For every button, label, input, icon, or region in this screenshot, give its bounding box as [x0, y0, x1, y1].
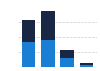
- Bar: [60, 58, 74, 67]
- Bar: [80, 65, 93, 67]
- Bar: [22, 42, 35, 67]
- Bar: [41, 40, 55, 67]
- Bar: [41, 11, 55, 40]
- Bar: [22, 20, 35, 42]
- Bar: [60, 50, 74, 58]
- Bar: [80, 63, 93, 65]
